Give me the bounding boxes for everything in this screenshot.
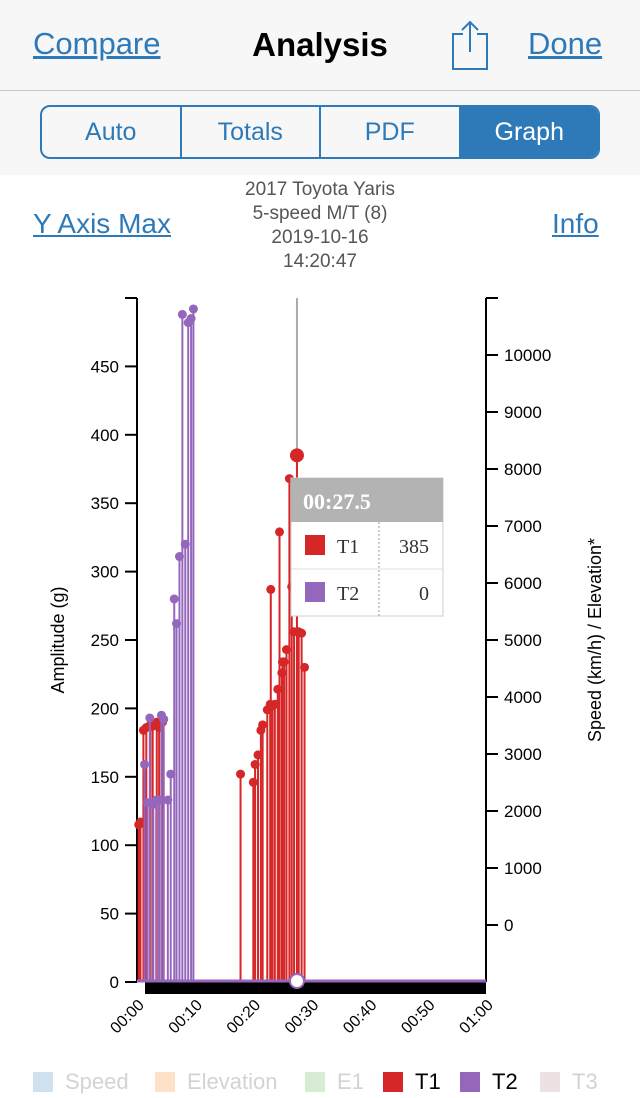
y2-tick-label: 1000 <box>504 859 542 878</box>
data-point <box>177 309 187 319</box>
legend-swatch <box>540 1072 560 1092</box>
info-link[interactable]: Info <box>552 208 599 239</box>
data-point <box>166 769 176 779</box>
y-tick-label: 100 <box>91 836 119 855</box>
y2-tick-label: 10000 <box>504 346 551 365</box>
session-date: 2019-10-16 <box>271 227 369 248</box>
y2-tick-label: 8000 <box>504 460 542 479</box>
tooltip-swatch <box>305 535 325 555</box>
y-tick-label: 150 <box>91 768 119 787</box>
y-tick-label: 450 <box>91 357 119 376</box>
tab-auto[interactable]: Auto <box>42 107 182 157</box>
data-point <box>289 448 304 463</box>
legend-label: E1 <box>337 1069 364 1094</box>
legend-swatch <box>33 1072 53 1092</box>
data-point <box>236 769 246 779</box>
x-tick-label: 00:20 <box>224 997 264 1037</box>
legend-swatch <box>383 1072 403 1092</box>
tooltip-series-name: T1 <box>337 536 359 558</box>
data-point <box>277 657 287 667</box>
series-t2 <box>140 304 198 982</box>
y-axis-title: Amplitude (g) <box>48 586 68 693</box>
y2-tick-label: 7000 <box>504 517 542 536</box>
x-tick-label: 00:40 <box>340 997 380 1037</box>
tab-graph[interactable]: Graph <box>460 107 598 157</box>
view-selector-bar: Auto Totals PDF Graph <box>0 91 640 175</box>
transmission: 5-speed M/T (8) <box>252 203 388 224</box>
x-tick-label: 00:10 <box>166 997 206 1037</box>
y2-tick-label: 3000 <box>504 745 542 764</box>
tooltip-time: 00:27.5 <box>303 489 371 514</box>
x-tick-label: 00:00 <box>107 997 147 1037</box>
tab-pdf[interactable]: PDF <box>321 107 461 157</box>
legend-label: T2 <box>492 1069 518 1094</box>
legend-item-t3[interactable]: T3 <box>540 1066 598 1098</box>
legend-item-elevation[interactable]: Elevation <box>155 1066 278 1098</box>
compare-button[interactable]: Compare <box>33 26 161 61</box>
y2-tick-label: 9000 <box>504 403 542 422</box>
chart-legend: Speed Elevation E1 T1 T2 T3 <box>0 1066 640 1098</box>
navigation-bar: Compare Analysis Done <box>0 0 640 91</box>
legend-label: T3 <box>572 1069 598 1094</box>
tooltip-swatch <box>305 582 325 602</box>
y2-tick-label: 5000 <box>504 631 542 650</box>
legend-item-speed[interactable]: Speed <box>33 1066 129 1098</box>
legend-swatch <box>460 1072 480 1092</box>
legend-item-t1[interactable]: T1 <box>383 1066 441 1098</box>
y-axis-max-link[interactable]: Y Axis Max <box>33 208 171 239</box>
y-tick-label: 250 <box>91 631 119 650</box>
data-point <box>300 662 310 672</box>
legend-item-e1[interactable]: E1 <box>305 1066 364 1098</box>
data-point <box>188 304 198 314</box>
tooltip: 00:27.5 T1 385 T2 0 <box>290 477 444 617</box>
x-tick-label: 01:00 <box>456 997 496 1037</box>
tooltip-value: 0 <box>419 583 429 605</box>
x-tick-label: 00:30 <box>282 997 322 1037</box>
legend-label: Speed <box>65 1069 129 1094</box>
data-point <box>140 759 150 769</box>
session-time: 14:20:47 <box>283 251 357 272</box>
data-point <box>159 714 169 724</box>
amplitude-chart[interactable]: 0 50 100 150 200 250 300 350 400 450 0 1000 2000 3000… <box>0 280 640 1050</box>
done-button[interactable]: Done <box>528 26 603 61</box>
y-tick-label: 50 <box>100 905 119 924</box>
page-title: Analysis <box>252 26 388 63</box>
y-tick-label: 0 <box>110 973 119 992</box>
share-icon[interactable] <box>450 20 490 70</box>
data-point <box>258 720 268 730</box>
y-tick-label: 200 <box>91 699 119 718</box>
y2-axis-title: Speed (km/h) / Elevation* <box>585 538 605 742</box>
data-point <box>169 594 179 604</box>
tooltip-header <box>291 478 443 522</box>
data-point <box>266 584 276 594</box>
legend-label: Elevation <box>187 1069 278 1094</box>
tooltip-series-name: T2 <box>337 583 359 605</box>
vehicle-name: 2017 Toyota Yaris <box>245 179 395 200</box>
y-tick-label: 300 <box>91 563 119 582</box>
legend-swatch <box>305 1072 325 1092</box>
data-point <box>248 777 258 787</box>
tab-totals[interactable]: Totals <box>182 107 321 157</box>
legend-label: T1 <box>415 1069 441 1094</box>
y2-tick-label: 0 <box>504 916 513 935</box>
legend-item-t2[interactable]: T2 <box>460 1066 518 1098</box>
x-tick-label: 00:50 <box>398 997 438 1037</box>
y2-tick-label: 2000 <box>504 802 542 821</box>
y-tick-label: 350 <box>91 494 119 513</box>
data-point <box>297 628 307 638</box>
y2-tick-label: 4000 <box>504 688 542 707</box>
data-point <box>145 713 155 723</box>
legend-swatch <box>155 1072 175 1092</box>
segmented-control: Auto Totals PDF Graph <box>40 105 600 159</box>
y-tick-label: 400 <box>91 426 119 445</box>
data-point <box>275 527 285 537</box>
tooltip-value: 385 <box>399 536 429 558</box>
y2-tick-label: 6000 <box>504 574 542 593</box>
session-info: 2017 Toyota Yaris 5-speed M/T (8) 2019-1… <box>200 178 440 274</box>
cursor-marker <box>288 973 305 989</box>
time-axis-band <box>145 982 486 994</box>
